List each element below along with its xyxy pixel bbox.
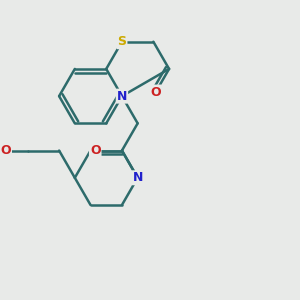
Text: N: N [117,90,127,103]
Text: O: O [150,85,161,99]
Text: O: O [0,144,11,157]
Text: S: S [117,35,126,48]
Text: N: N [133,171,143,184]
Text: O: O [90,144,101,157]
